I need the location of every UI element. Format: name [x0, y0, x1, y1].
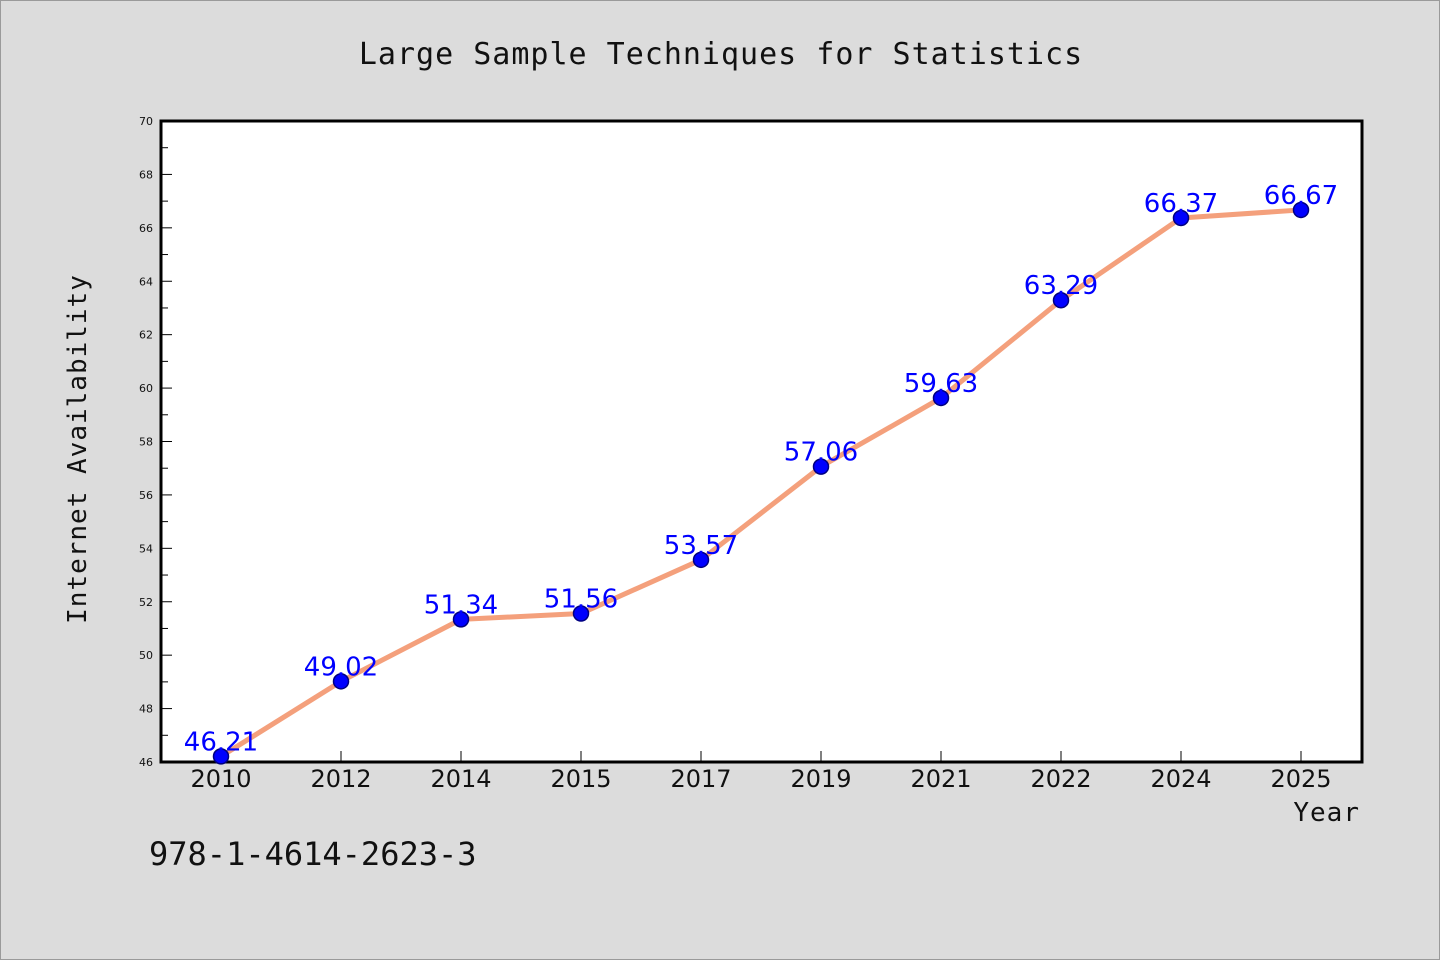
y-tick-label: 70: [139, 115, 153, 128]
y-tick-label: 62: [139, 329, 153, 342]
y-axis-title: Internet Availability: [63, 274, 93, 624]
data-point-layer: [212, 201, 1310, 765]
data-label-layer: 46.21 49.02 51.34 51.56 53.57 57.06 59.63 63.29…: [184, 181, 1338, 757]
series-line: [218, 207, 1304, 759]
data-point: [452, 611, 470, 628]
data-label: 66.67: [1264, 181, 1338, 211]
x-tick-label: 2022: [1030, 765, 1091, 793]
y-tick-label: 58: [139, 436, 153, 449]
data-label: 51.34: [424, 590, 498, 620]
data-label: 53.57: [664, 531, 738, 561]
plot-area: [159, 119, 1364, 764]
data-point: [1052, 291, 1070, 309]
series-line-layer: [218, 207, 1304, 759]
data-label: 51.56: [544, 585, 618, 615]
y-tick-label: 54: [139, 542, 153, 555]
x-tick-label: 2014: [430, 765, 491, 793]
y-tick-label: 52: [139, 596, 153, 609]
data-point: [212, 748, 230, 765]
y-tick-label: 68: [139, 168, 153, 181]
x-tick-label: 2010: [190, 765, 251, 793]
data-label: 49.02: [304, 652, 378, 682]
data-point: [1292, 201, 1310, 219]
y-tick-label: 50: [139, 649, 153, 662]
data-point: [572, 605, 590, 622]
y-tick-label: 56: [139, 489, 153, 502]
data-label: 59.63: [904, 369, 978, 399]
data-point: [1172, 209, 1190, 227]
y-tick-label: 66: [139, 222, 153, 235]
data-label: 63.29: [1024, 271, 1098, 301]
y-tick-label: 46: [139, 756, 153, 769]
isbn-text: 978-1-4614-2623-3: [149, 835, 477, 873]
data-point: [332, 673, 350, 690]
data-label: 57.06: [784, 438, 858, 468]
y-tick-label: 64: [139, 275, 153, 288]
x-tick-label: 2019: [790, 765, 851, 793]
data-point: [812, 458, 830, 475]
x-tick-label: 2021: [910, 765, 971, 793]
x-tick-label: 2024: [1150, 765, 1211, 793]
chart-title: Large Sample Techniques for Statistics: [359, 37, 1083, 72]
data-point: [692, 551, 710, 569]
y-axis: 46 48 50 52 54 56 58 60 62 64 66 68 70: [139, 115, 172, 769]
y-tick-label: 48: [139, 703, 153, 716]
x-axis-title: Year: [1293, 798, 1360, 828]
y-tick-label: 60: [139, 382, 153, 395]
data-label: 66.37: [1144, 189, 1218, 219]
data-point: [932, 389, 950, 407]
data-label: 46.21: [184, 727, 258, 757]
x-tick-label: 2012: [310, 765, 371, 793]
x-tick-label: 2015: [550, 765, 611, 793]
x-tick-label: 2017: [670, 765, 731, 793]
x-tick-label: 2025: [1270, 765, 1331, 793]
x-axis: 2010 2012 2014 2015 2017 2019 2021 2022 2024 2025: [190, 751, 1332, 793]
